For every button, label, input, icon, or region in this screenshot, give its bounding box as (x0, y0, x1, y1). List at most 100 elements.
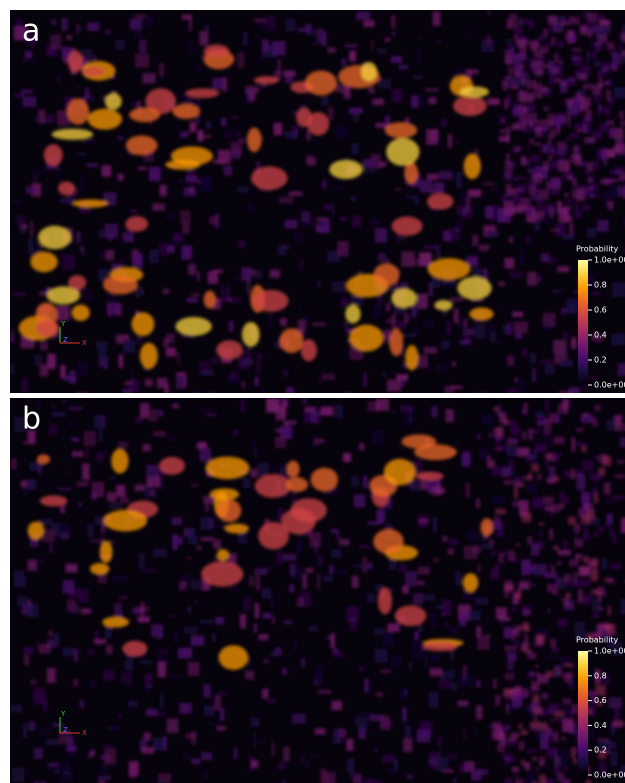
texture-patch (483, 183, 495, 186)
texture-patch (330, 633, 334, 648)
texture-patch (204, 24, 209, 31)
texture-patch (546, 671, 553, 678)
texture-patch (518, 699, 521, 703)
texture-patch (369, 87, 375, 93)
texture-patch (561, 736, 565, 740)
texture-patch (142, 73, 155, 83)
texture-patch (420, 721, 432, 737)
texture-patch (575, 97, 581, 104)
texture-patch (90, 540, 103, 543)
bright-patch (481, 518, 494, 536)
texture-patch (518, 204, 527, 212)
texture-patch (106, 303, 109, 312)
texture-patch (138, 616, 150, 622)
texture-patch (386, 303, 389, 312)
texture-patch (593, 161, 598, 170)
texture-patch (113, 575, 127, 582)
texture-patch (383, 631, 394, 646)
texture-patch (233, 429, 238, 436)
texture-patch (501, 446, 509, 450)
texture-patch (566, 200, 572, 204)
texture-patch (618, 363, 625, 376)
texture-patch (491, 569, 500, 579)
texture-patch (191, 294, 199, 296)
texture-patch (553, 546, 559, 550)
texture-patch (312, 43, 316, 45)
texture-patch (447, 670, 455, 679)
texture-patch (587, 275, 594, 283)
bright-patch (361, 62, 378, 81)
texture-patch (371, 430, 384, 444)
texture-patch (147, 470, 155, 480)
texture-patch (204, 705, 214, 716)
texture-patch (431, 655, 439, 662)
texture-patch (133, 253, 143, 267)
texture-patch (337, 241, 348, 256)
bright-patch (251, 166, 287, 189)
texture-patch (476, 149, 478, 155)
texture-patch (254, 732, 257, 748)
texture-patch (69, 751, 74, 758)
texture-patch (563, 601, 569, 607)
texture-patch (575, 580, 579, 587)
texture-patch (477, 564, 480, 572)
texture-patch (539, 722, 547, 730)
texture-patch (436, 757, 449, 772)
bright-patch (385, 122, 418, 138)
texture-patch (512, 181, 514, 186)
texture-patch (612, 283, 625, 297)
texture-patch (207, 723, 220, 726)
texture-patch (595, 456, 597, 460)
texture-patch (443, 231, 450, 241)
texture-patch (607, 42, 615, 49)
texture-patch (563, 267, 566, 270)
texture-patch (506, 153, 510, 164)
texture-patch (267, 700, 275, 702)
texture-patch (189, 40, 193, 52)
texture-patch (260, 20, 265, 31)
texture-patch (527, 749, 537, 753)
texture-patch (439, 737, 441, 747)
texture-patch (186, 734, 197, 739)
texture-patch (476, 705, 482, 719)
colorbar-title: Probability (576, 245, 619, 254)
texture-patch (544, 656, 558, 658)
texture-patch (333, 652, 343, 657)
texture-patch (521, 513, 531, 523)
texture-patch (608, 606, 611, 615)
texture-patch (329, 565, 333, 573)
texture-patch (47, 354, 56, 369)
texture-patch (532, 464, 540, 471)
texture-patch (458, 701, 469, 707)
texture-patch (198, 407, 211, 412)
texture-patch (139, 40, 147, 54)
texture-patch (116, 485, 125, 497)
texture-patch (245, 671, 254, 680)
texture-patch (367, 401, 380, 411)
texture-patch (595, 405, 601, 412)
texture-patch (507, 355, 514, 365)
texture-patch (515, 779, 524, 783)
texture-patch (615, 145, 620, 153)
texture-patch (463, 319, 467, 327)
texture-patch (605, 578, 613, 582)
texture-patch (63, 375, 76, 381)
texture-patch (232, 116, 239, 118)
texture-patch (54, 633, 60, 645)
texture-patch (598, 526, 603, 532)
texture-patch (587, 228, 596, 238)
texture-patch (533, 695, 540, 703)
texture-patch (196, 64, 201, 72)
texture-patch (569, 559, 577, 566)
texture-patch (505, 646, 516, 651)
texture-patch (546, 503, 550, 510)
texture-patch (328, 48, 336, 53)
texture-patch (409, 662, 412, 670)
texture-patch (558, 619, 567, 628)
texture-patch (533, 210, 544, 220)
texture-patch (562, 400, 570, 410)
texture-patch (620, 172, 625, 180)
texture-patch (469, 69, 472, 79)
texture-patch (506, 75, 511, 79)
texture-patch (10, 705, 22, 713)
